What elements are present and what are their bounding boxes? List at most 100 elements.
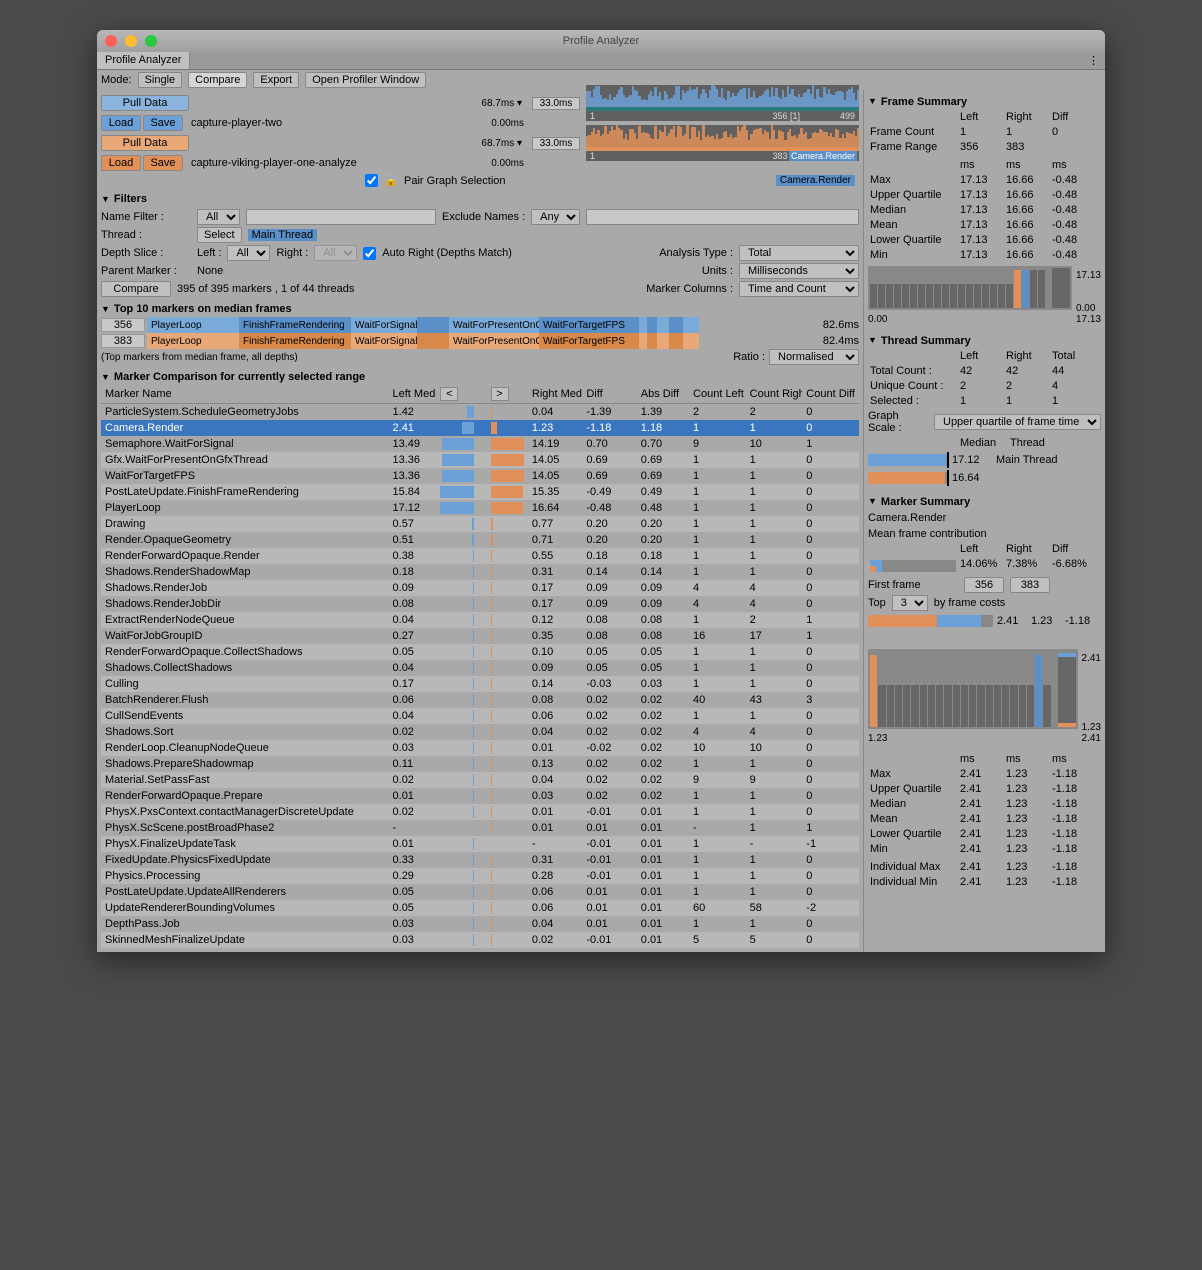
close-icon[interactable] — [105, 35, 117, 47]
capture-b-pull-row: Pull Data 68.7ms ▾ 33.0ms 1383 [1]499 Ca… — [101, 134, 859, 152]
marker-columns-dropdown[interactable]: Time and Count — [739, 281, 859, 297]
pair-checkbox[interactable] — [365, 174, 378, 187]
stat-cell: 1.23 — [1004, 875, 1050, 889]
depth-left-dropdown[interactable]: All — [227, 245, 270, 261]
compare-button[interactable]: Compare — [101, 281, 171, 297]
table-row[interactable]: Semaphore.WaitForSignal13.4914.190.700.7… — [101, 436, 859, 452]
table-row[interactable]: BatchRenderer.Flush0.060.080.020.0240433 — [101, 692, 859, 708]
ratio-dropdown[interactable]: Normalised — [769, 349, 859, 365]
col-header[interactable]: Right Median — [528, 385, 582, 404]
table-row[interactable]: Drawing0.570.770.200.20110 — [101, 516, 859, 532]
save-b[interactable]: Save — [143, 155, 183, 171]
frame-summary-header[interactable]: Frame Summary — [868, 94, 1101, 110]
table-row[interactable]: Physics.Processing0.290.28-0.010.01110 — [101, 868, 859, 884]
col-header[interactable]: Count Left — [689, 385, 746, 404]
units-dropdown[interactable]: Milliseconds — [739, 263, 859, 279]
mode-compare[interactable]: Compare — [188, 72, 247, 88]
graph-a[interactable]: 1356 [1]499 — [586, 85, 859, 121]
ms-top-b[interactable]: 68.7ms ▾ — [466, 138, 526, 149]
tab-profile-analyzer[interactable]: Profile Analyzer — [97, 52, 190, 69]
auto-right-checkbox[interactable] — [363, 247, 376, 260]
ms-top-a[interactable]: 68.7ms ▾ — [466, 98, 526, 109]
col-header[interactable]: Abs Diff — [637, 385, 689, 404]
col-header[interactable]: > — [487, 385, 528, 404]
graph-b[interactable]: 1383 [1]499 Camera.Render — [586, 125, 859, 161]
nav-left-icon[interactable]: < — [440, 387, 458, 401]
table-row[interactable]: Culling0.170.14-0.030.03110 — [101, 676, 859, 692]
table-row[interactable]: ExtractRenderNodeQueue0.040.120.080.0812… — [101, 612, 859, 628]
top10-header[interactable]: Top 10 markers on median frames — [101, 301, 859, 317]
table-row[interactable]: RenderForwardOpaque.Prepare0.010.030.020… — [101, 788, 859, 804]
load-b[interactable]: Load — [101, 155, 141, 171]
minimize-icon[interactable] — [125, 35, 137, 47]
stat-cell: Selected : — [868, 394, 958, 408]
table-row[interactable]: DepthPass.Job0.030.040.010.01110 — [101, 916, 859, 932]
table-row[interactable]: PostLateUpdate.UpdateAllRenderers0.050.0… — [101, 884, 859, 900]
comparison-scroll[interactable]: Marker NameLeft Median< > Right MedianDiff… — [101, 385, 859, 948]
table-row[interactable]: Shadows.PrepareShadowmap0.110.130.020.02… — [101, 756, 859, 772]
table-row[interactable]: CullSendEvents0.040.060.020.02110 — [101, 708, 859, 724]
table-row[interactable]: Gfx.WaitForPresentOnGfxThread13.3614.050… — [101, 452, 859, 468]
col-header[interactable]: Marker Name — [101, 385, 389, 404]
table-row[interactable]: PhysX.PxsContext.contactManagerDiscreteU… — [101, 804, 859, 820]
marker-bar-a[interactable]: PlayerLoopFinishFrameRenderingWaitForSig… — [147, 317, 809, 333]
col-header[interactable] — [478, 385, 487, 404]
pull-data-b[interactable]: Pull Data — [101, 135, 189, 151]
auto-right-label: Auto Right (Depths Match) — [382, 247, 512, 259]
frame-num-b: 383 — [101, 334, 145, 348]
table-row[interactable]: Render.OpaqueGeometry0.510.710.200.20110 — [101, 532, 859, 548]
table-row[interactable]: WaitForTargetFPS13.3614.050.690.69110 — [101, 468, 859, 484]
table-row[interactable]: RenderForwardOpaque.CollectShadows0.050.… — [101, 644, 859, 660]
nav-right-icon[interactable]: > — [491, 387, 509, 401]
table-row[interactable]: UpdateRendererBoundingVolumes0.050.060.0… — [101, 900, 859, 916]
table-row[interactable]: Shadows.CollectShadows0.040.090.050.0511… — [101, 660, 859, 676]
table-row[interactable]: ParticleSystem.ScheduleGeometryJobs1.420… — [101, 404, 859, 421]
maximize-icon[interactable] — [145, 35, 157, 47]
table-row[interactable]: FixedUpdate.PhysicsFixedUpdate0.330.31-0… — [101, 852, 859, 868]
col-header[interactable]: Left Median — [389, 385, 437, 404]
filters-header[interactable]: Filters — [101, 191, 859, 207]
table-row[interactable]: WaitForJobGroupID0.270.350.080.0816171 — [101, 628, 859, 644]
exclude-input[interactable] — [586, 209, 859, 225]
table-row[interactable]: Shadows.RenderJob0.090.170.090.09440 — [101, 580, 859, 596]
mode-single[interactable]: Single — [138, 72, 183, 88]
table-row[interactable]: SkinnedMeshFinalizeUpdate0.030.02-0.010.… — [101, 932, 859, 948]
table-row[interactable]: Shadows.RenderJobDir0.080.170.090.09440 — [101, 596, 859, 612]
col-header[interactable]: Diff — [582, 385, 628, 404]
col-header[interactable]: < — [436, 385, 477, 404]
table-row[interactable]: RenderForwardOpaque.Render0.380.550.180.… — [101, 548, 859, 564]
table-row[interactable]: PhysX.ScScene.postBroadPhase2-0.010.010.… — [101, 820, 859, 836]
mode-export[interactable]: Export — [253, 72, 299, 88]
table-row[interactable]: Camera.Render2.411.23-1.181.18110 — [101, 420, 859, 436]
table-row[interactable]: PhysX.FinalizeUpdateTask0.01--0.010.011-… — [101, 836, 859, 852]
table-row[interactable]: PostLateUpdate.FinishFrameRendering15.84… — [101, 484, 859, 500]
table-row[interactable]: Shadows.Sort0.020.040.020.02440 — [101, 724, 859, 740]
load-a[interactable]: Load — [101, 115, 141, 131]
thread-summary-header[interactable]: Thread Summary — [868, 333, 1101, 349]
col-header[interactable]: Count Right — [746, 385, 803, 404]
col-header[interactable] — [628, 385, 637, 404]
table-row[interactable]: Shadows.RenderShadowMap0.180.310.140.141… — [101, 564, 859, 580]
comparison-header[interactable]: Marker Comparison for currently selected… — [101, 369, 859, 385]
save-a[interactable]: Save — [143, 115, 183, 131]
analysis-type-dropdown[interactable]: Total — [739, 245, 859, 261]
pull-data-a[interactable]: Pull Data — [101, 95, 189, 111]
top-n-dropdown[interactable]: 3 — [892, 595, 928, 611]
table-row[interactable]: PlayerLoop17.1216.64-0.480.48110 — [101, 500, 859, 516]
kebab-icon[interactable]: ⋮ — [1082, 52, 1105, 69]
name-filter-dropdown[interactable]: All — [197, 209, 240, 225]
stat-cell: 1.23 — [1004, 767, 1050, 781]
ff-left[interactable]: 356 — [964, 577, 1004, 593]
graph-scale-dropdown[interactable]: Upper quartile of frame time — [934, 414, 1101, 430]
thread-select[interactable]: Select — [197, 227, 242, 243]
stat-cell: 1.23 — [1004, 812, 1050, 826]
marker-summary-header[interactable]: Marker Summary — [868, 494, 1101, 510]
ff-right[interactable]: 383 — [1010, 577, 1050, 593]
col-header[interactable]: Count Diff — [802, 385, 859, 404]
marker-bar-b[interactable]: PlayerLoopFinishFrameRenderingWaitForSig… — [147, 333, 809, 349]
table-row[interactable]: Material.SetPassFast0.020.040.020.02990 — [101, 772, 859, 788]
table-row[interactable]: RenderLoop.CleanupNodeQueue0.030.01-0.02… — [101, 740, 859, 756]
open-profiler[interactable]: Open Profiler Window — [305, 72, 426, 88]
exclude-dropdown[interactable]: Any — [531, 209, 580, 225]
name-filter-input[interactable] — [246, 209, 436, 225]
